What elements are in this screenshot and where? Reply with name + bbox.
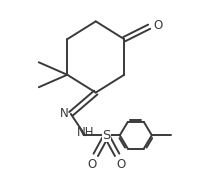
Text: N: N bbox=[60, 106, 69, 120]
Text: O: O bbox=[88, 158, 97, 171]
Text: NH: NH bbox=[77, 126, 95, 139]
Text: S: S bbox=[102, 129, 111, 142]
Text: O: O bbox=[116, 158, 125, 171]
Text: O: O bbox=[154, 19, 163, 32]
